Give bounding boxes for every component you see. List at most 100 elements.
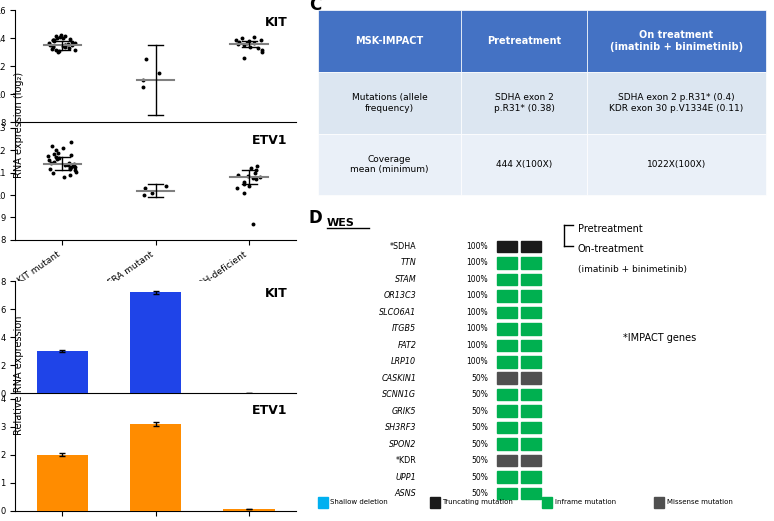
Bar — [497, 472, 517, 483]
Bar — [521, 438, 541, 450]
Text: Inframe mutation: Inframe mutation — [554, 499, 615, 505]
Point — [47, 150, 60, 158]
Point — [68, 159, 80, 168]
Text: On-treatment: On-treatment — [578, 244, 645, 254]
Point — [248, 39, 261, 47]
Point — [43, 156, 56, 165]
Bar — [654, 497, 664, 507]
FancyBboxPatch shape — [461, 10, 587, 72]
Text: 100%: 100% — [467, 357, 488, 366]
Text: 50%: 50% — [471, 407, 488, 416]
Point — [255, 35, 267, 44]
Point — [67, 162, 80, 170]
Text: 100%: 100% — [467, 275, 488, 284]
Point — [70, 167, 82, 176]
Point — [238, 178, 251, 186]
Text: 100%: 100% — [467, 341, 488, 350]
Text: FAT2: FAT2 — [397, 341, 416, 350]
Text: Missense mutation: Missense mutation — [666, 499, 732, 505]
Point — [65, 38, 77, 46]
FancyBboxPatch shape — [317, 72, 461, 134]
Bar — [521, 290, 541, 302]
Point — [59, 160, 71, 169]
Point — [68, 163, 80, 171]
Text: 50%: 50% — [471, 374, 488, 383]
Bar — [497, 356, 517, 367]
Bar — [317, 497, 327, 507]
Text: CASKIN1: CASKIN1 — [382, 374, 416, 383]
Text: SCNN1G: SCNN1G — [382, 390, 416, 399]
Point — [53, 47, 65, 56]
Text: 100%: 100% — [467, 325, 488, 333]
Text: 100%: 100% — [467, 291, 488, 301]
Point — [137, 76, 149, 84]
Point — [44, 158, 57, 167]
Point — [50, 32, 63, 41]
Point — [232, 171, 245, 179]
Bar — [521, 373, 541, 384]
Text: 50%: 50% — [471, 473, 488, 481]
Point — [63, 171, 76, 179]
Point — [59, 41, 71, 49]
Bar — [497, 274, 517, 285]
Point — [247, 174, 259, 182]
Point — [47, 36, 60, 45]
Point — [62, 40, 74, 48]
Point — [231, 184, 243, 193]
Bar — [497, 488, 517, 499]
Text: *IMPACT genes: *IMPACT genes — [623, 333, 696, 343]
Point — [52, 148, 64, 157]
Point — [42, 152, 54, 160]
Point — [47, 168, 60, 177]
Bar — [497, 307, 517, 318]
Bar — [497, 323, 517, 334]
Text: ASNS: ASNS — [395, 489, 416, 498]
Bar — [521, 307, 541, 318]
Point — [152, 69, 165, 78]
Point — [146, 189, 158, 197]
Text: *SDHA: *SDHA — [390, 242, 416, 251]
Point — [69, 166, 81, 175]
Text: GRIK5: GRIK5 — [392, 407, 416, 416]
Point — [255, 48, 268, 57]
Text: KIT: KIT — [265, 287, 287, 300]
Text: (imatinib + binimetinib): (imatinib + binimetinib) — [578, 265, 687, 274]
Text: Shallow deletion: Shallow deletion — [330, 499, 388, 505]
Point — [59, 43, 71, 52]
Text: 50%: 50% — [471, 390, 488, 399]
Bar — [497, 438, 517, 450]
Point — [249, 175, 262, 183]
Point — [243, 182, 255, 190]
Point — [67, 41, 79, 49]
Point — [47, 35, 60, 44]
Point — [63, 44, 75, 52]
Point — [55, 31, 67, 39]
FancyBboxPatch shape — [461, 134, 587, 195]
Point — [50, 153, 62, 161]
Point — [65, 151, 77, 159]
Text: UPP1: UPP1 — [396, 473, 416, 481]
Bar — [497, 340, 517, 351]
Text: Pretreatment: Pretreatment — [578, 224, 642, 233]
Point — [246, 220, 259, 228]
Point — [57, 173, 70, 181]
Text: ETV1: ETV1 — [252, 133, 287, 146]
Point — [252, 44, 264, 52]
FancyBboxPatch shape — [587, 134, 766, 195]
Text: Pretreatment: Pretreatment — [487, 36, 561, 46]
Text: MSK-IMPACT: MSK-IMPACT — [355, 36, 423, 46]
Bar — [497, 405, 517, 417]
Text: Relative RNA expression: Relative RNA expression — [15, 315, 24, 435]
Point — [64, 35, 77, 43]
Point — [57, 33, 69, 42]
Bar — [497, 290, 517, 302]
Text: ETV1: ETV1 — [252, 404, 287, 417]
FancyBboxPatch shape — [587, 72, 766, 134]
FancyBboxPatch shape — [317, 10, 461, 72]
Bar — [36, 351, 88, 393]
Point — [59, 41, 71, 49]
Bar — [542, 497, 552, 507]
Text: SLCO6A1: SLCO6A1 — [379, 308, 416, 317]
Point — [51, 155, 63, 164]
Bar — [497, 241, 517, 252]
